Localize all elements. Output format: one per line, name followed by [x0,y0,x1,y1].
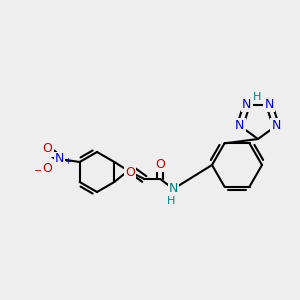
Text: N: N [169,182,178,196]
Text: −: − [34,166,42,176]
Text: N: N [235,119,244,132]
Text: O: O [43,142,52,155]
Text: H: H [167,196,176,206]
Text: N: N [272,119,281,132]
Text: H: H [253,92,261,102]
Text: N: N [55,152,64,166]
Text: +: + [64,157,70,166]
Text: N: N [242,98,251,111]
Text: N: N [265,98,274,111]
Text: O: O [43,163,52,176]
Text: O: O [155,158,165,170]
Text: O: O [125,166,135,178]
